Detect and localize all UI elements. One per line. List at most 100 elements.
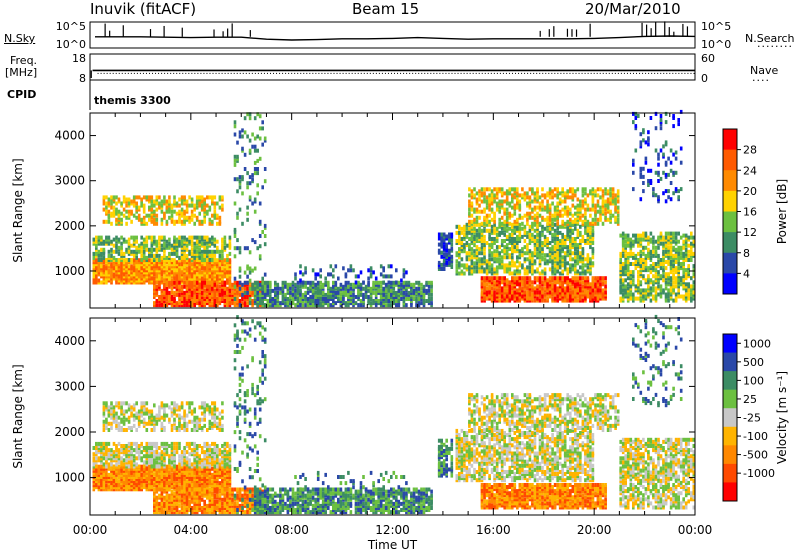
data-cell <box>142 237 146 242</box>
data-cell <box>566 296 569 301</box>
data-cell <box>521 221 524 226</box>
nave-dot <box>669 72 671 74</box>
data-cell <box>221 203 224 208</box>
data-cell <box>584 296 587 301</box>
data-cell <box>183 280 186 285</box>
data-cell <box>218 219 222 224</box>
data-cell <box>579 209 582 214</box>
data-cell <box>226 301 229 306</box>
data-cell <box>395 280 398 285</box>
data-cell <box>485 259 489 264</box>
data-cell <box>228 276 232 281</box>
data-cell <box>175 239 179 244</box>
data-cell <box>410 301 413 306</box>
data-cell <box>208 253 212 258</box>
data-cell <box>508 296 512 301</box>
data-cell <box>546 237 549 241</box>
data-cell <box>684 247 688 252</box>
data-cell <box>649 278 653 283</box>
data-cell <box>533 213 537 218</box>
data-cell <box>382 280 385 285</box>
data-cell <box>500 263 504 268</box>
data-cell <box>387 295 391 299</box>
data-cell <box>478 269 481 274</box>
data-cell <box>579 251 582 256</box>
data-cell <box>493 267 496 272</box>
data-cell <box>110 211 113 216</box>
data-cell <box>516 276 519 281</box>
data-cell <box>468 237 471 241</box>
nave-dot <box>636 72 638 74</box>
data-cell <box>511 243 514 248</box>
data-cell <box>379 272 383 277</box>
data-cell <box>551 217 554 222</box>
data-cell <box>528 197 532 202</box>
data-cell <box>626 286 630 291</box>
data-cell <box>132 258 136 263</box>
data-cell <box>226 295 229 299</box>
data-cell <box>223 280 227 285</box>
data-cell <box>644 231 648 236</box>
data-cell <box>120 241 123 246</box>
data-cell <box>135 235 138 240</box>
data-cell <box>553 213 557 218</box>
data-cell <box>183 295 186 299</box>
data-cell <box>211 282 214 287</box>
data-cell <box>626 255 630 260</box>
nave-dot <box>209 72 211 74</box>
data-cell <box>120 251 123 256</box>
data-cell <box>102 219 106 224</box>
data-cell <box>142 270 146 275</box>
data-cell <box>150 207 154 212</box>
data-cell <box>672 253 675 258</box>
data-cell <box>221 207 224 212</box>
data-cell <box>168 199 171 204</box>
data-cell <box>372 301 375 306</box>
data-cell <box>160 203 164 208</box>
nave-dot <box>545 72 547 74</box>
data-cell <box>142 215 146 220</box>
data-cell <box>206 258 209 262</box>
nave-dot <box>176 72 178 74</box>
data-cell <box>294 272 297 277</box>
data-cell <box>200 270 204 275</box>
data-cell <box>619 233 622 238</box>
data-cell <box>206 288 209 293</box>
data-cell <box>574 222 577 227</box>
data-cell <box>483 197 486 202</box>
data-cell <box>213 288 217 293</box>
data-cell <box>465 263 469 268</box>
data-cell <box>218 301 222 306</box>
data-cell <box>483 267 486 272</box>
data-cell <box>672 298 675 303</box>
data-cell <box>561 187 564 192</box>
nave-dot <box>327 72 329 74</box>
data-cell <box>367 295 370 299</box>
nave-dot <box>164 72 166 74</box>
nave-dot <box>484 72 486 74</box>
data-cell <box>208 258 212 262</box>
data-cell <box>561 243 564 248</box>
data-cell <box>604 290 607 295</box>
data-cell <box>223 301 227 306</box>
data-cell <box>402 299 406 303</box>
data-cell <box>652 286 655 291</box>
data-cell <box>195 195 199 200</box>
data-cell <box>563 209 567 214</box>
data-cell <box>533 234 537 239</box>
nave-dot <box>366 72 368 74</box>
data-cell <box>458 239 461 243</box>
data-cell <box>591 224 595 229</box>
data-cell <box>473 255 476 260</box>
data-cell <box>203 245 206 250</box>
data-cell <box>200 203 204 208</box>
data-cell <box>324 297 327 301</box>
data-cell <box>107 235 111 240</box>
data-cell <box>576 215 580 220</box>
data-cell <box>516 237 519 241</box>
data-cell <box>163 211 166 216</box>
data-cell <box>503 199 506 204</box>
data-cell <box>100 280 103 285</box>
data-cell <box>112 209 116 214</box>
data-cell <box>175 292 179 297</box>
